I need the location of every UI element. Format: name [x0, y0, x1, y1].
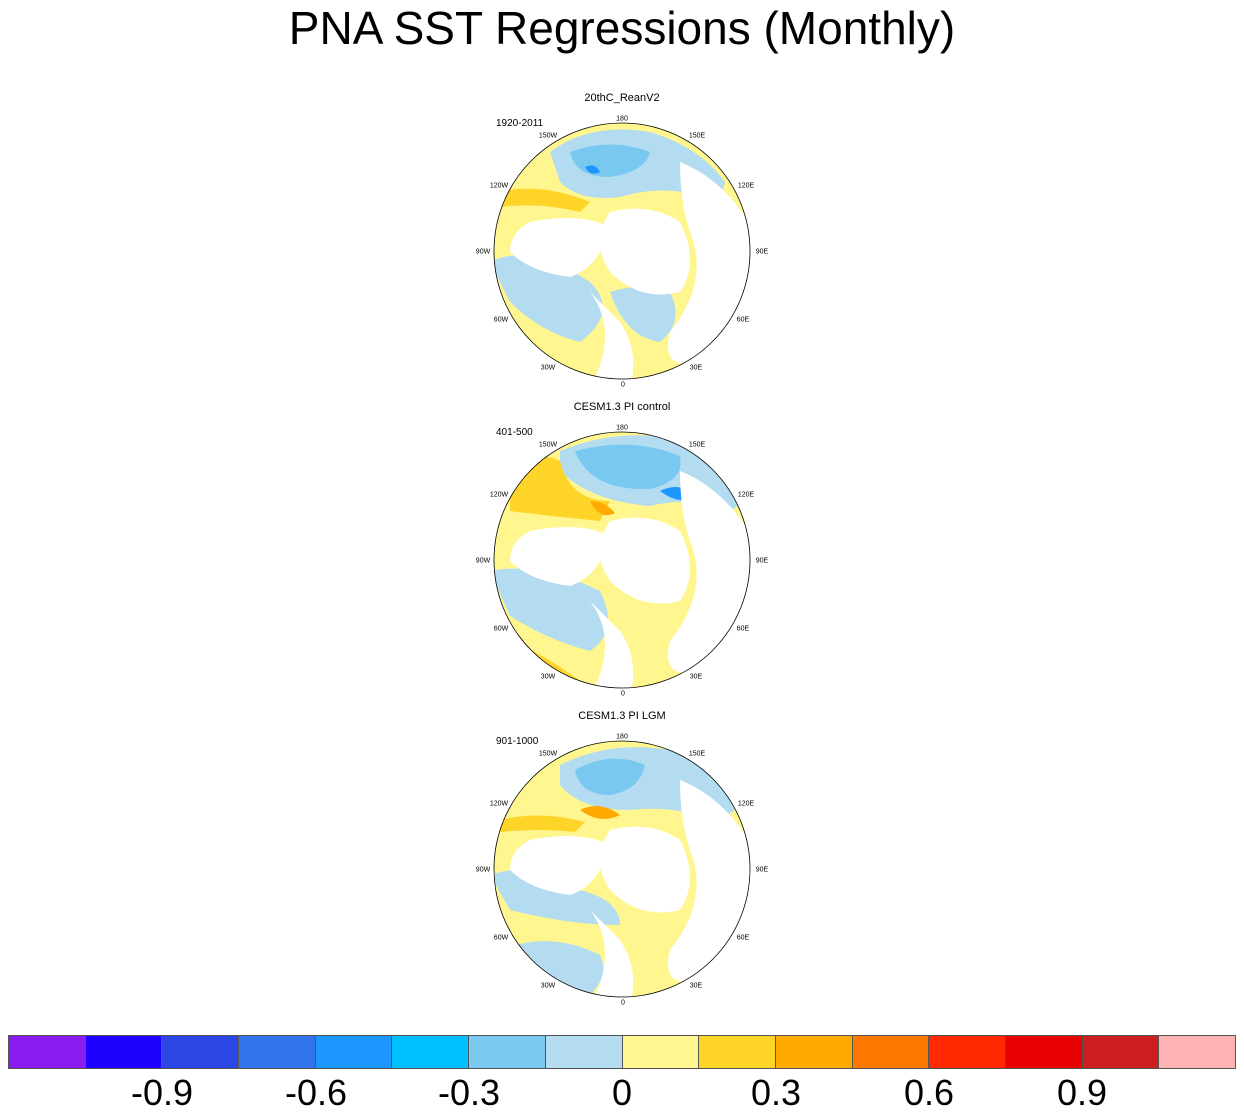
alaska-positive-region	[510, 456, 610, 521]
colorbar-swatch	[622, 1036, 700, 1068]
lon-label-0: 0	[621, 999, 625, 1007]
alaska-positive-region	[500, 188, 590, 212]
map-boundary	[493, 740, 751, 998]
land-north-america	[510, 836, 610, 895]
lon-label-0: 0	[621, 690, 625, 698]
lon-label-60w: 60W	[493, 316, 509, 324]
colorbar-swatch	[545, 1036, 623, 1068]
atlantic-negative-region	[494, 568, 608, 651]
lon-label-150w: 150W	[538, 132, 558, 140]
colorbar-swatch	[9, 1036, 86, 1068]
lon-label-120e: 120E	[737, 491, 755, 499]
lon-label-150w: 150W	[538, 750, 558, 758]
map-boundary	[493, 431, 751, 689]
lon-label-30w: 30W	[540, 673, 556, 681]
colorbar-swatch	[162, 1036, 240, 1068]
colorbar-swatch	[85, 1036, 163, 1068]
colorbar-swatch	[239, 1036, 316, 1068]
pacific-very-negative-region	[585, 165, 600, 174]
alaska-strong-positive-region	[580, 806, 620, 819]
colorbar-swatch	[699, 1036, 776, 1068]
colorbar-tick-labels: -0.9 -0.6 -0.3 0 0.3 0.6 0.9	[0, 1072, 1244, 1116]
pacific-strong-negative-region	[575, 444, 681, 490]
colorbar-swatch	[929, 1036, 1006, 1068]
land-greenland-europe	[600, 517, 690, 604]
map-panel-reanalysis: 20thC_ReanV2 1920-2011 180 150E 120E 90E…	[470, 92, 774, 389]
lon-label-30e: 30E	[689, 673, 703, 681]
colorbar-swatch	[392, 1036, 470, 1068]
lon-label-30e: 30E	[689, 364, 703, 372]
colorbar-swatch	[1082, 1036, 1160, 1068]
colorbar-tick-label: -0.9	[130, 1072, 194, 1113]
atlantic-negative-region	[494, 255, 603, 342]
map-panel-pi-lgm: CESM1.3 PI LGM 901-1000 180 150E 120E 90…	[470, 710, 774, 1007]
lon-label-90w: 90W	[475, 248, 491, 256]
lon-label-90e: 90E	[755, 248, 769, 256]
colorbar-tick-label: -0.6	[284, 1072, 348, 1113]
panel-title: 20thC_ReanV2	[584, 92, 660, 104]
lon-label-60e: 60E	[736, 625, 750, 633]
colorbar-tick-label: 0.9	[1056, 1072, 1108, 1113]
polar-map	[493, 431, 751, 689]
lon-label-150e: 150E	[688, 132, 706, 140]
land-greenland-europe	[600, 826, 690, 913]
lon-label-90e: 90E	[755, 557, 769, 565]
lon-label-60e: 60E	[736, 934, 750, 942]
lon-label-180: 180	[616, 115, 628, 123]
colorbar-tick-label: -0.3	[437, 1072, 501, 1113]
lon-label-60e: 60E	[736, 316, 750, 324]
lon-label-120e: 120E	[737, 182, 755, 190]
alaska-strong-positive-region	[590, 501, 615, 516]
colorbar	[8, 1035, 1236, 1069]
lon-label-0: 0	[621, 381, 625, 389]
lon-label-90w: 90W	[475, 557, 491, 565]
polar-map	[493, 740, 751, 998]
lon-label-180: 180	[616, 733, 628, 741]
lon-label-150w: 150W	[538, 441, 558, 449]
land-greenland-europe	[600, 208, 690, 295]
map-panel-pi-control: CESM1.3 PI control 401-500 180 150E 120E…	[470, 401, 774, 698]
colorbar-tick-label: 0	[611, 1072, 633, 1113]
land-africa	[590, 910, 634, 997]
europe-negative-region	[610, 287, 676, 342]
lon-label-90w: 90W	[475, 866, 491, 874]
panel-period: 1920-2011	[496, 118, 544, 129]
lon-label-180: 180	[616, 424, 628, 432]
colorbar-swatch	[852, 1036, 930, 1068]
panel-period: 401-500	[496, 427, 533, 438]
pacific-strong-negative-region	[575, 758, 645, 795]
land-north-america	[510, 527, 610, 586]
alaska-positive-region	[500, 815, 585, 832]
panel-period: 901-1000	[496, 736, 539, 747]
map-boundary	[493, 122, 751, 380]
lon-label-150e: 150E	[688, 441, 706, 449]
colorbar-swatch	[775, 1036, 853, 1068]
colorbar-tick-label: 0.3	[750, 1072, 802, 1113]
colorbar-swatch	[315, 1036, 393, 1068]
land-africa	[590, 601, 634, 688]
colorbar-swatch	[1159, 1036, 1235, 1068]
atlantic-negative-region	[494, 870, 620, 925]
land-africa	[590, 292, 634, 379]
lon-label-60w: 60W	[493, 934, 509, 942]
panel-title: CESM1.3 PI control	[573, 401, 671, 413]
lon-label-30w: 30W	[540, 364, 556, 372]
lon-label-30e: 30E	[689, 982, 703, 990]
lon-label-30w: 30W	[540, 982, 556, 990]
figure-title: PNA SST Regressions (Monthly)	[288, 2, 956, 54]
colorbar-swatch	[469, 1036, 546, 1068]
lon-label-60w: 60W	[493, 625, 509, 633]
lon-label-120w: 120W	[489, 800, 509, 808]
colorbar-swatch	[1005, 1036, 1083, 1068]
lon-label-120w: 120W	[489, 182, 509, 190]
panel-title: CESM1.3 PI LGM	[578, 710, 666, 722]
lon-label-90e: 90E	[755, 866, 769, 874]
lon-label-120e: 120E	[737, 800, 755, 808]
lon-label-120w: 120W	[489, 491, 509, 499]
colorbar-tick-label: 0.6	[903, 1072, 955, 1113]
land-north-america	[510, 218, 610, 277]
polar-map	[493, 122, 751, 380]
lon-label-150e: 150E	[688, 750, 706, 758]
